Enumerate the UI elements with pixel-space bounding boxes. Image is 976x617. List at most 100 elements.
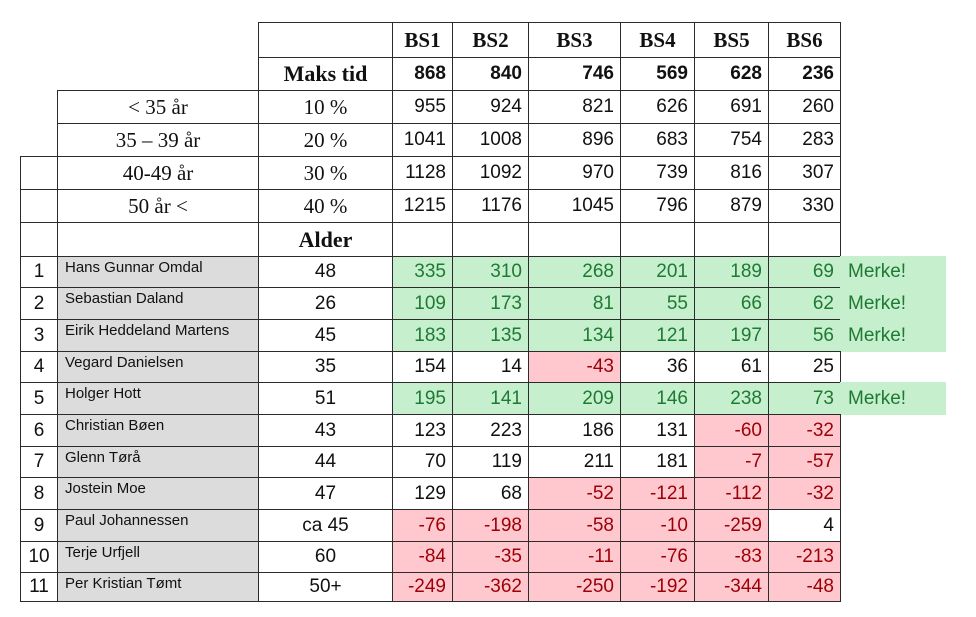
row-number: 11: [20, 572, 58, 602]
bracket-time-value: 1176: [452, 189, 529, 223]
participant-age: 50+: [258, 572, 393, 602]
percent-label: 30 %: [258, 156, 393, 190]
bracket-time-value: 260: [768, 90, 841, 124]
participant-margin-value: -84: [392, 541, 453, 573]
row-number: 5: [20, 382, 58, 415]
participant-margin-value: -83: [694, 541, 769, 573]
row-number: 4: [20, 351, 58, 383]
bracket-time-value: 754: [694, 123, 769, 157]
participant-margin-value: 201: [620, 256, 695, 288]
participant-margin-value: -32: [768, 414, 841, 447]
age-bracket-label: 50 år <: [57, 189, 259, 223]
participant-margin-value: -57: [768, 446, 841, 478]
merke-badge: Merke!: [840, 287, 946, 320]
participant-margin-value: -48: [768, 572, 841, 602]
column-header-bs3: BS3: [528, 22, 621, 58]
bracket-time-value: 1215: [392, 189, 453, 223]
bracket-time-value: 626: [620, 90, 695, 124]
row-number: 3: [20, 319, 58, 352]
bracket-time-value: 683: [620, 123, 695, 157]
bracket-time-value: 896: [528, 123, 621, 157]
maks-tid-value: 746: [528, 57, 621, 91]
participant-margin-value: 135: [452, 319, 529, 352]
participant-margin-value: -259: [694, 509, 769, 542]
participant-margin-value: -76: [392, 509, 453, 542]
participant-margin-value: -11: [528, 541, 621, 573]
percent-label: 40 %: [258, 189, 393, 223]
participant-margin-value: 109: [392, 287, 453, 320]
alder-blank-cell: [528, 222, 621, 257]
merke-badge: Merke!: [840, 256, 946, 288]
row-number: 10: [20, 541, 58, 573]
participant-age: 26: [258, 287, 393, 320]
participant-margin-value: 209: [528, 382, 621, 415]
participant-age: 35: [258, 351, 393, 383]
bracket-time-value: 691: [694, 90, 769, 124]
participant-margin-value: 173: [452, 287, 529, 320]
participant-name: Glenn Tørå: [57, 446, 259, 478]
participant-name: Terje Urfjell: [57, 541, 259, 573]
percent-label: 10 %: [258, 90, 393, 124]
participant-name: Vegard Danielsen: [57, 351, 259, 383]
participant-margin-value: 186: [528, 414, 621, 447]
bracket-time-value: 330: [768, 189, 841, 223]
participant-age: 60: [258, 541, 393, 573]
row-number: 9: [20, 509, 58, 542]
maks-tid-label: Maks tid: [258, 57, 393, 91]
maks-tid-value: 868: [392, 57, 453, 91]
bracket-time-value: 1041: [392, 123, 453, 157]
bracket-time-value: 970: [528, 156, 621, 190]
row-number: 1: [20, 256, 58, 288]
participant-margin-value: -43: [528, 351, 621, 383]
alder-blank-cell: [620, 222, 695, 257]
participant-margin-value: 119: [452, 446, 529, 478]
participant-margin-value: -32: [768, 477, 841, 510]
participant-margin-value: 211: [528, 446, 621, 478]
participant-margin-value: 25: [768, 351, 841, 383]
bracket-time-value: 1008: [452, 123, 529, 157]
participant-margin-value: 197: [694, 319, 769, 352]
header-blank-cell: [258, 22, 393, 58]
participant-age: 43: [258, 414, 393, 447]
participant-margin-value: 121: [620, 319, 695, 352]
participant-margin-value: -121: [620, 477, 695, 510]
participant-margin-value: -362: [452, 572, 529, 602]
participant-margin-value: 335: [392, 256, 453, 288]
participant-margin-value: -198: [452, 509, 529, 542]
age-bracket-label: < 35 år: [57, 90, 259, 124]
alder-name-blank: [57, 222, 259, 257]
participant-name: Jostein Moe: [57, 477, 259, 510]
participant-margin-value: -76: [620, 541, 695, 573]
bracket-index-blank: [20, 156, 58, 190]
participant-margin-value: 154: [392, 351, 453, 383]
participant-margin-value: 14: [452, 351, 529, 383]
bracket-time-value: 796: [620, 189, 695, 223]
participant-margin-value: 183: [392, 319, 453, 352]
participant-margin-value: 61: [694, 351, 769, 383]
participant-margin-value: -213: [768, 541, 841, 573]
column-header-bs6: BS6: [768, 22, 841, 58]
bracket-index-blank: [20, 189, 58, 223]
participant-margin-value: 4: [768, 509, 841, 542]
participant-margin-value: 134: [528, 319, 621, 352]
participant-margin-value: 129: [392, 477, 453, 510]
bracket-time-value: 739: [620, 156, 695, 190]
participant-margin-value: 268: [528, 256, 621, 288]
participant-age: 51: [258, 382, 393, 415]
maks-tid-value: 569: [620, 57, 695, 91]
age-bracket-label: 40-49 år: [57, 156, 259, 190]
participant-margin-value: 189: [694, 256, 769, 288]
participant-margin-value: 55: [620, 287, 695, 320]
alder-index-blank: [20, 222, 58, 257]
bracket-time-value: 821: [528, 90, 621, 124]
participant-margin-value: 146: [620, 382, 695, 415]
participant-margin-value: -60: [694, 414, 769, 447]
participant-margin-value: 68: [452, 477, 529, 510]
column-header-bs2: BS2: [452, 22, 529, 58]
alder-blank-cell: [694, 222, 769, 257]
bracket-time-value: 924: [452, 90, 529, 124]
participant-margin-value: 310: [452, 256, 529, 288]
alder-header: Alder: [258, 222, 393, 257]
merke-badge: Merke!: [840, 382, 946, 415]
maks-tid-value: 628: [694, 57, 769, 91]
